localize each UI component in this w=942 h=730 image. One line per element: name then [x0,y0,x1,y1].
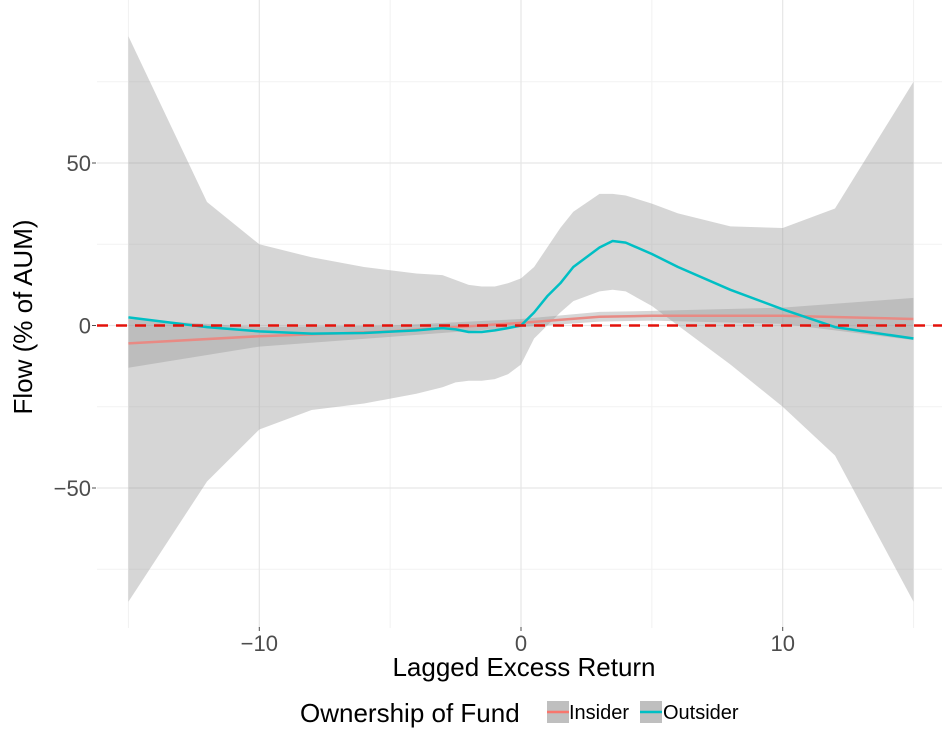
x-tick-label: 0 [515,631,527,656]
legend-title: Ownership of Fund [300,698,520,728]
legend: Ownership of Fund Insider Outsider [300,698,739,728]
insider-line [128,314,914,345]
insider-legend-label: Insider [569,702,629,724]
x-axis-title: Lagged Excess Return [392,652,655,682]
outsider-legend-label: Outsider [663,702,739,724]
outsider-confidence-band [128,36,914,602]
outsider-line [128,239,914,340]
y-tick-label: −50 [54,476,91,501]
y-tick-label: 0 [79,314,91,339]
series-lines [128,239,914,345]
y-tick-label: 50 [67,151,91,176]
x-tick-label: 10 [770,631,794,656]
y-axis-title: Flow (% of AUM) [8,219,38,414]
x-tick-label: −10 [241,631,278,656]
axis-ticks: −10 0 10 −50 0 50 [54,151,795,656]
